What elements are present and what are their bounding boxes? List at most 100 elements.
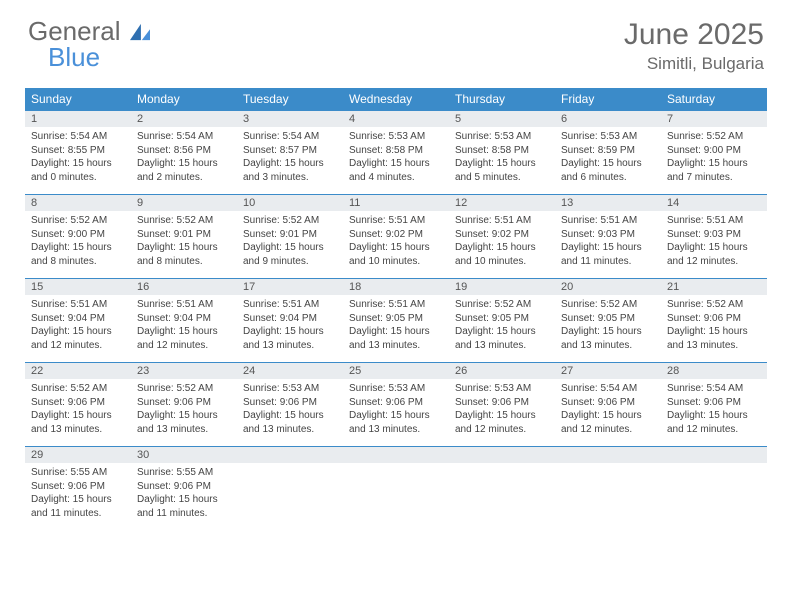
- sunset-line: Sunset: 9:06 PM: [137, 396, 231, 410]
- daylight-line: Daylight: 15 hours and 3 minutes.: [243, 157, 337, 184]
- sunrise-line: Sunrise: 5:55 AM: [137, 466, 231, 480]
- daylight-line: Daylight: 15 hours and 13 minutes.: [455, 325, 549, 352]
- daylight-line: Daylight: 15 hours and 10 minutes.: [349, 241, 443, 268]
- daylight-line: Daylight: 15 hours and 12 minutes.: [31, 325, 125, 352]
- day-details: Sunrise: 5:53 AMSunset: 8:59 PMDaylight:…: [555, 127, 661, 188]
- day-details: Sunrise: 5:52 AMSunset: 9:05 PMDaylight:…: [449, 295, 555, 356]
- weekday-header: Friday: [555, 88, 661, 110]
- day-number: 18: [343, 278, 449, 295]
- calendar-day-cell: 24Sunrise: 5:53 AMSunset: 9:06 PMDayligh…: [237, 362, 343, 446]
- sunrise-line: Sunrise: 5:51 AM: [455, 214, 549, 228]
- sunrise-line: Sunrise: 5:52 AM: [561, 298, 655, 312]
- weekday-header: Monday: [131, 88, 237, 110]
- sunrise-line: Sunrise: 5:54 AM: [31, 130, 125, 144]
- sunrise-line: Sunrise: 5:52 AM: [455, 298, 549, 312]
- calendar-day-cell: 10Sunrise: 5:52 AMSunset: 9:01 PMDayligh…: [237, 194, 343, 278]
- sunrise-line: Sunrise: 5:52 AM: [243, 214, 337, 228]
- day-details: Sunrise: 5:51 AMSunset: 9:04 PMDaylight:…: [131, 295, 237, 356]
- sunset-line: Sunset: 8:58 PM: [349, 144, 443, 158]
- day-number: 16: [131, 278, 237, 295]
- sunset-line: Sunset: 8:58 PM: [455, 144, 549, 158]
- calendar-empty-cell: [555, 446, 661, 530]
- day-number: 1: [25, 110, 131, 127]
- day-number: 15: [25, 278, 131, 295]
- sunrise-line: Sunrise: 5:52 AM: [667, 298, 761, 312]
- daylight-line: Daylight: 15 hours and 9 minutes.: [243, 241, 337, 268]
- day-details: Sunrise: 5:53 AMSunset: 8:58 PMDaylight:…: [449, 127, 555, 188]
- sunset-line: Sunset: 9:01 PM: [137, 228, 231, 242]
- day-number: 20: [555, 278, 661, 295]
- daylight-line: Daylight: 15 hours and 8 minutes.: [137, 241, 231, 268]
- calendar-row: 8Sunrise: 5:52 AMSunset: 9:00 PMDaylight…: [25, 194, 767, 278]
- sunrise-line: Sunrise: 5:51 AM: [31, 298, 125, 312]
- day-details: Sunrise: 5:53 AMSunset: 8:58 PMDaylight:…: [343, 127, 449, 188]
- daylight-line: Daylight: 15 hours and 13 minutes.: [243, 325, 337, 352]
- day-number: 2: [131, 110, 237, 127]
- sunset-line: Sunset: 8:59 PM: [561, 144, 655, 158]
- calendar-day-cell: 28Sunrise: 5:54 AMSunset: 9:06 PMDayligh…: [661, 362, 767, 446]
- sunrise-line: Sunrise: 5:54 AM: [137, 130, 231, 144]
- sunset-line: Sunset: 9:06 PM: [137, 480, 231, 494]
- daylight-line: Daylight: 15 hours and 13 minutes.: [561, 325, 655, 352]
- day-number: 27: [555, 362, 661, 379]
- day-number: 24: [237, 362, 343, 379]
- day-details: Sunrise: 5:55 AMSunset: 9:06 PMDaylight:…: [131, 463, 237, 524]
- day-number: 21: [661, 278, 767, 295]
- day-details: Sunrise: 5:52 AMSunset: 9:01 PMDaylight:…: [131, 211, 237, 272]
- daylight-line: Daylight: 15 hours and 13 minutes.: [31, 409, 125, 436]
- sunset-line: Sunset: 9:04 PM: [31, 312, 125, 326]
- day-number: 29: [25, 446, 131, 463]
- calendar-day-cell: 25Sunrise: 5:53 AMSunset: 9:06 PMDayligh…: [343, 362, 449, 446]
- day-number: 26: [449, 362, 555, 379]
- sunset-line: Sunset: 8:55 PM: [31, 144, 125, 158]
- day-details: Sunrise: 5:52 AMSunset: 9:00 PMDaylight:…: [661, 127, 767, 188]
- sunset-line: Sunset: 9:03 PM: [561, 228, 655, 242]
- day-details: Sunrise: 5:51 AMSunset: 9:04 PMDaylight:…: [237, 295, 343, 356]
- calendar-day-cell: 9Sunrise: 5:52 AMSunset: 9:01 PMDaylight…: [131, 194, 237, 278]
- sunrise-line: Sunrise: 5:52 AM: [137, 214, 231, 228]
- day-details: Sunrise: 5:54 AMSunset: 8:57 PMDaylight:…: [237, 127, 343, 188]
- daylight-line: Daylight: 15 hours and 12 minutes.: [561, 409, 655, 436]
- daylight-line: Daylight: 15 hours and 6 minutes.: [561, 157, 655, 184]
- sunrise-line: Sunrise: 5:54 AM: [667, 382, 761, 396]
- weekday-header: Sunday: [25, 88, 131, 110]
- day-number: 30: [131, 446, 237, 463]
- sunset-line: Sunset: 9:00 PM: [31, 228, 125, 242]
- calendar-row: 1Sunrise: 5:54 AMSunset: 8:55 PMDaylight…: [25, 110, 767, 194]
- weekday-header: Wednesday: [343, 88, 449, 110]
- day-details: Sunrise: 5:52 AMSunset: 9:06 PMDaylight:…: [25, 379, 131, 440]
- sunset-line: Sunset: 9:06 PM: [667, 312, 761, 326]
- calendar-day-cell: 5Sunrise: 5:53 AMSunset: 8:58 PMDaylight…: [449, 110, 555, 194]
- calendar-day-cell: 15 Sunrise: 5:51 AMSunset: 9:04 PMDayligh…: [25, 278, 131, 362]
- daylight-line: Daylight: 15 hours and 7 minutes.: [667, 157, 761, 184]
- calendar-day-cell: 22Sunrise: 5:52 AMSunset: 9:06 PMDayligh…: [25, 362, 131, 446]
- day-number: 8: [25, 194, 131, 211]
- daylight-line: Daylight: 15 hours and 5 minutes.: [455, 157, 549, 184]
- calendar-day-cell: 23Sunrise: 5:52 AMSunset: 9:06 PMDayligh…: [131, 362, 237, 446]
- day-number: 4: [343, 110, 449, 127]
- day-details: Sunrise: 5:52 AMSunset: 9:00 PMDaylight:…: [25, 211, 131, 272]
- day-details: Sunrise: 5:52 AMSunset: 9:06 PMDaylight:…: [661, 295, 767, 356]
- calendar-empty-cell: [449, 446, 555, 530]
- sunset-line: Sunset: 9:03 PM: [667, 228, 761, 242]
- day-details: Sunrise: 5:51 AMSunset: 9:03 PMDaylight:…: [555, 211, 661, 272]
- day-number: 19: [449, 278, 555, 295]
- daylight-line: Daylight: 15 hours and 8 minutes.: [31, 241, 125, 268]
- calendar-empty-cell: [661, 446, 767, 530]
- sunset-line: Sunset: 9:05 PM: [349, 312, 443, 326]
- location-label: Simitli, Bulgaria: [624, 54, 764, 74]
- sunset-line: Sunset: 9:06 PM: [455, 396, 549, 410]
- calendar-day-cell: 17Sunrise: 5:51 AMSunset: 9:04 PMDayligh…: [237, 278, 343, 362]
- sunrise-line: Sunrise: 5:51 AM: [243, 298, 337, 312]
- sunset-line: Sunset: 9:04 PM: [137, 312, 231, 326]
- sunrise-line: Sunrise: 5:53 AM: [455, 382, 549, 396]
- day-number: 23: [131, 362, 237, 379]
- day-details: Sunrise: 5:53 AMSunset: 9:06 PMDaylight:…: [449, 379, 555, 440]
- calendar-day-cell: 4Sunrise: 5:53 AMSunset: 8:58 PMDaylight…: [343, 110, 449, 194]
- weekday-header: Thursday: [449, 88, 555, 110]
- sunset-line: Sunset: 8:57 PM: [243, 144, 337, 158]
- sunrise-line: Sunrise: 5:51 AM: [349, 214, 443, 228]
- day-number: 28: [661, 362, 767, 379]
- calendar-day-cell: 19Sunrise: 5:52 AMSunset: 9:05 PMDayligh…: [449, 278, 555, 362]
- sunset-line: Sunset: 8:56 PM: [137, 144, 231, 158]
